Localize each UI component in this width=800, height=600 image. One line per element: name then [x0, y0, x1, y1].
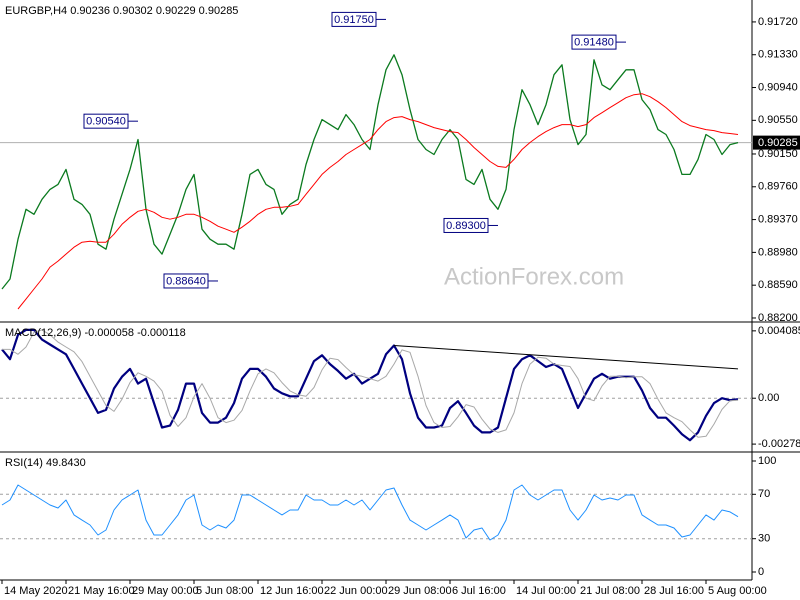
annotation-box	[571, 34, 617, 50]
annotation-label: 0.89300	[446, 220, 486, 232]
x-tick-label: 14 May 2020	[4, 585, 68, 597]
y-tick-label: -0.002782	[758, 438, 800, 450]
annotation-box	[163, 273, 209, 289]
series-line	[17, 93, 739, 310]
annotation-label: 0.91750	[334, 14, 374, 26]
y-tick-label: 0.91720	[758, 16, 798, 28]
series-line	[2, 329, 739, 438]
x-tick-label: 5 Jun 08:00	[196, 585, 254, 597]
annotation-label: 0.88640	[166, 275, 206, 287]
y-tick-label: 0.004085	[758, 325, 800, 337]
y-tick-label: 0.90940	[758, 81, 798, 93]
y-tick-label: 0.90150	[758, 148, 798, 160]
x-tick-label: 14 Jul 00:00	[516, 585, 576, 597]
last-price-label: 0.90285	[758, 137, 798, 149]
y-tick-label: 0	[758, 566, 764, 578]
y-tick-label: 0.88980	[758, 246, 798, 258]
y-tick-label: 0.91330	[758, 49, 798, 61]
annotation-label: 0.91480	[574, 37, 614, 49]
y-tick-label: 30	[758, 533, 770, 545]
x-tick-label: 22 Jun 00:00	[324, 585, 388, 597]
y-tick-label: 0.00	[758, 392, 779, 404]
y-tick-label: 70	[758, 488, 770, 500]
x-tick-label: 12 Jun 16:00	[260, 585, 324, 597]
panel-title: EURGBP,H4 0.90236 0.90302 0.90229 0.9028…	[5, 5, 238, 17]
annotation-label: 0.90540	[86, 116, 126, 128]
y-tick-label: 100	[758, 455, 776, 467]
annotation-box	[331, 11, 377, 27]
x-tick-label: 29 May 00:00	[132, 585, 199, 597]
x-tick-label: 21 Jul 08:00	[580, 585, 640, 597]
series-line	[1, 54, 739, 290]
series-line	[1, 484, 739, 541]
y-tick-label: 0.89760	[758, 181, 798, 193]
x-tick-label: 28 Jul 16:00	[644, 585, 704, 597]
last-price-box	[753, 135, 800, 150]
x-tick-label: 21 May 16:00	[68, 585, 135, 597]
panel-title: RSI(14) 49.8430	[5, 457, 86, 469]
annotation-box	[443, 217, 489, 233]
y-tick-label: 0.89370	[758, 213, 798, 225]
panel-title: MACD(12,26,9) -0.000058 -0.000118	[5, 327, 186, 339]
y-tick-label: 0.88200	[758, 312, 798, 324]
watermark: ActionForex.com	[444, 263, 624, 290]
annotation-box	[83, 113, 129, 129]
y-tick-label: 0.88590	[758, 279, 798, 291]
trendline	[393, 344, 739, 370]
x-tick-label: 29 Jun 08:00	[388, 585, 452, 597]
x-tick-label: 5 Aug 00:00	[708, 585, 767, 597]
x-tick-label: 6 Jul 16:00	[452, 585, 506, 597]
y-tick-label: 0.90550	[758, 114, 798, 126]
